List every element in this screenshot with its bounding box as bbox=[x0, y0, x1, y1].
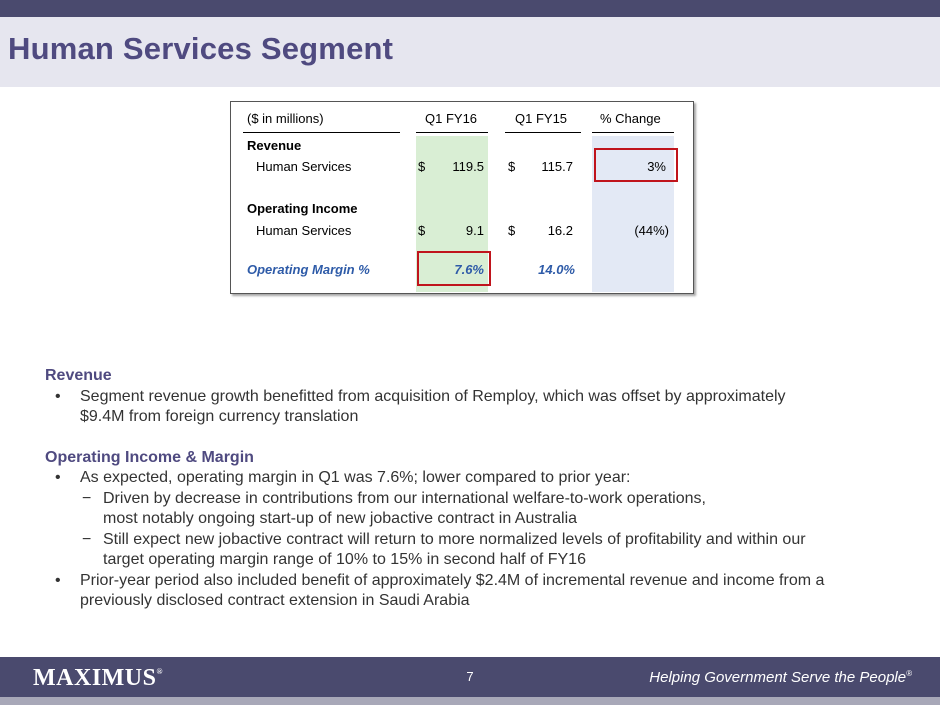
header-underline bbox=[592, 132, 674, 133]
bullet-text: previously disclosed contract extension … bbox=[80, 592, 470, 609]
opinc-q1fy15: 16.2 bbox=[547, 223, 573, 238]
registered-mark: ® bbox=[156, 667, 163, 676]
tagline: Helping Government Serve the People® bbox=[649, 669, 912, 686]
page-number: 7 bbox=[466, 669, 474, 684]
highlight-box-margin bbox=[417, 251, 491, 286]
margin-section-heading: Operating Income & Margin bbox=[45, 448, 254, 466]
bullet-item: • Segment revenue growth benefitted from… bbox=[45, 387, 925, 428]
revenue-q1fy16: 119.5 bbox=[452, 159, 484, 174]
revenue-section-heading: Revenue bbox=[45, 367, 112, 384]
footer-strip bbox=[0, 697, 940, 705]
highlight-box-revenue-change bbox=[594, 148, 678, 182]
col-header-change: % Change bbox=[600, 111, 661, 126]
dash-marker: − bbox=[82, 530, 92, 548]
registered-mark: ® bbox=[906, 669, 912, 678]
bullet-item: • Prior-year period also included benefi… bbox=[45, 571, 925, 612]
top-bar bbox=[0, 0, 940, 17]
bullet-text: As expected, operating margin in Q1 was … bbox=[80, 469, 631, 486]
revenue-change: 3% bbox=[647, 159, 666, 174]
bullet-text: $9.4M from foreign currency translation bbox=[80, 408, 359, 425]
sub-bullet-text: Still expect new jobactive contract will… bbox=[103, 530, 806, 548]
title-band bbox=[0, 17, 940, 87]
maximus-logo: MAXIMUS® bbox=[33, 665, 163, 692]
operating-income-heading: Operating Income bbox=[247, 201, 358, 216]
currency-symbol: $ bbox=[418, 223, 426, 238]
dash-marker: − bbox=[82, 489, 92, 507]
page-title: Human Services Segment bbox=[8, 31, 394, 66]
financial-table: ($ in millions) Q1 FY16 Q1 FY15 % Change… bbox=[230, 101, 694, 294]
header-underline bbox=[243, 132, 400, 133]
bullet-marker: • bbox=[55, 469, 61, 486]
bullet-marker: • bbox=[55, 571, 61, 589]
sub-bullet-text: Driven by decrease in contributions from… bbox=[103, 489, 706, 507]
operating-margin-label: Operating Margin % bbox=[247, 262, 370, 277]
currency-symbol: $ bbox=[508, 159, 516, 174]
bullet-marker: • bbox=[55, 387, 61, 405]
header-underline bbox=[505, 132, 581, 133]
header-underline bbox=[416, 132, 488, 133]
bullet-text: Prior-year period also included benefit … bbox=[80, 571, 825, 589]
revenue-heading: Revenue bbox=[247, 138, 302, 153]
q1fy16-column-highlight bbox=[416, 136, 488, 292]
currency-symbol: $ bbox=[508, 223, 516, 238]
opinc-row-label: Human Services bbox=[256, 223, 352, 238]
col-header-q1fy15: Q1 FY15 bbox=[515, 111, 568, 126]
table-header-label: ($ in millions) bbox=[247, 111, 324, 126]
margin-q1fy15: 14.0% bbox=[538, 262, 575, 277]
logo-text: MAXIMUS bbox=[33, 665, 157, 691]
commentary: Revenue • Segment revenue growth benefit… bbox=[45, 366, 925, 612]
revenue-q1fy15: 115.7 bbox=[541, 159, 573, 174]
footer-bar: MAXIMUS® 7 Helping Government Serve the … bbox=[0, 657, 940, 697]
bullet-item: • As expected, operating margin in Q1 wa… bbox=[45, 468, 925, 489]
col-header-q1fy16: Q1 FY16 bbox=[425, 111, 478, 126]
revenue-row-label: Human Services bbox=[256, 159, 352, 174]
margin-q1fy16: 7.6% bbox=[454, 262, 484, 277]
change-column-highlight bbox=[592, 136, 674, 292]
sub-bullet-text: target operating margin range of 10% to … bbox=[103, 551, 586, 568]
sub-bullet-item: − Driven by decrease in contributions fr… bbox=[45, 489, 925, 530]
opinc-q1fy16: 9.1 bbox=[465, 223, 484, 238]
sub-bullet-item: − Still expect new jobactive contract wi… bbox=[45, 530, 925, 571]
tagline-text: Helping Government Serve the People bbox=[649, 669, 907, 686]
opinc-change: (44%) bbox=[634, 223, 669, 238]
sub-bullet-text: most notably ongoing start-up of new job… bbox=[103, 510, 578, 527]
bullet-text: Segment revenue growth benefitted from a… bbox=[80, 387, 786, 405]
currency-symbol: $ bbox=[418, 159, 426, 174]
